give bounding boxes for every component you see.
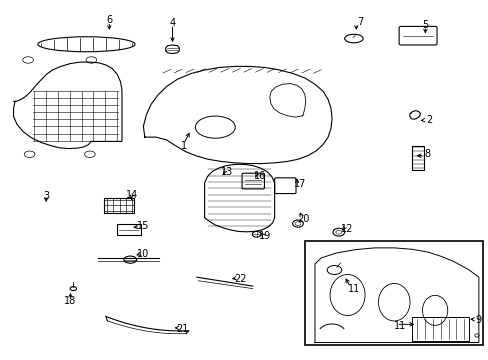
Text: 5: 5 [421,19,427,30]
Text: 16: 16 [253,171,265,181]
Bar [117,224,141,235]
Text: 1: 1 [180,141,186,151]
Text: 19: 19 [258,231,270,242]
Text: 20: 20 [297,213,309,224]
Text: 11: 11 [347,284,359,294]
Text: 17: 17 [294,179,306,189]
Text: 18: 18 [64,296,77,306]
Text: 8: 8 [424,149,429,159]
Text: 3: 3 [43,191,49,201]
Text: 7: 7 [356,17,363,27]
Text: 10: 10 [137,249,149,259]
Text: 6: 6 [106,15,112,25]
Text: 14: 14 [125,190,138,200]
Bar [411,146,424,170]
Text: 11: 11 [393,321,406,331]
Text: 22: 22 [234,274,246,284]
Text: 12: 12 [341,224,353,234]
Text: 2: 2 [425,115,431,125]
Text: 21: 21 [176,324,188,334]
Text: 9: 9 [475,315,481,325]
Text: 13: 13 [221,167,233,177]
Bar [305,241,482,345]
Text: 15: 15 [137,221,149,231]
Bar [411,317,468,341]
Text: 4: 4 [169,18,175,28]
Bar [104,198,133,213]
